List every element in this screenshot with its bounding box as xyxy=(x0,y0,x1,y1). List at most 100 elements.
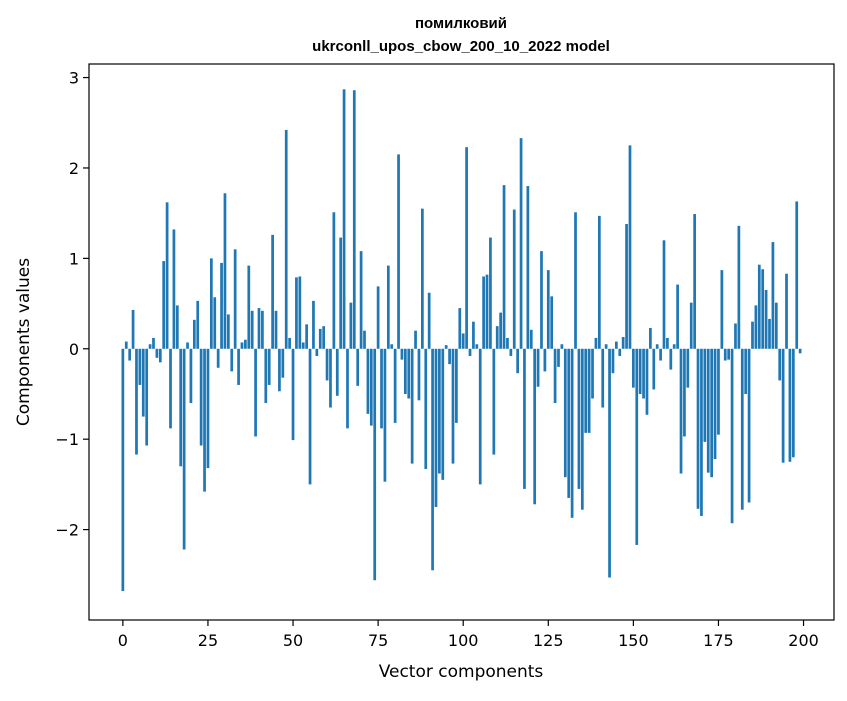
bar-component-130 xyxy=(563,348,567,478)
y-tick-label: 0 xyxy=(69,340,79,359)
bar-component-180 xyxy=(734,323,737,349)
bar-component-100 xyxy=(461,333,465,349)
bar-component-93 xyxy=(438,348,441,474)
bar-component-101 xyxy=(465,147,468,349)
bar-component-133 xyxy=(574,212,577,349)
bar-component-115 xyxy=(512,209,516,349)
bar-component-197 xyxy=(791,348,795,458)
bar-component-118 xyxy=(523,348,526,489)
bar-component-48 xyxy=(284,130,288,349)
x-tick-label: 25 xyxy=(198,631,218,650)
x-tick-label: 175 xyxy=(703,631,734,650)
bar-component-165 xyxy=(683,348,686,437)
bar-component-191 xyxy=(771,242,775,349)
bar-component-92 xyxy=(434,348,438,507)
bar-component-26 xyxy=(209,258,213,349)
bar-component-69 xyxy=(356,348,360,386)
x-axis-ticks: 0 25 50 75 100 125 150 175 200 xyxy=(118,620,819,650)
bar-component-182 xyxy=(740,348,744,510)
bar-component-0 xyxy=(121,348,125,592)
bar-component-57 xyxy=(315,348,319,357)
bar-component-188 xyxy=(761,269,765,349)
bar-component-90 xyxy=(427,292,431,349)
bar-component-129 xyxy=(560,344,564,349)
bar-component-195 xyxy=(785,273,788,349)
bar-component-79 xyxy=(390,344,394,349)
bar-component-58 xyxy=(318,328,322,349)
bar-component-61 xyxy=(329,348,332,408)
bar-component-198 xyxy=(795,201,799,349)
y-tick-label: 3 xyxy=(69,69,79,88)
bar-component-139 xyxy=(594,337,598,349)
bar-component-120 xyxy=(529,329,533,349)
bar-component-53 xyxy=(301,342,305,349)
bar-component-136 xyxy=(584,348,588,433)
bar-component-99 xyxy=(458,308,462,349)
bar-component-113 xyxy=(506,337,509,349)
bar-component-36 xyxy=(244,339,247,349)
bar-component-23 xyxy=(199,348,203,446)
bar-component-65 xyxy=(342,89,346,349)
bar-component-94 xyxy=(441,348,445,480)
bar-component-144 xyxy=(611,348,615,374)
bar-component-52 xyxy=(298,276,302,349)
bar-component-1 xyxy=(124,341,128,349)
bar-component-161 xyxy=(669,348,673,370)
bar-component-141 xyxy=(601,348,605,408)
bar-component-22 xyxy=(196,300,200,349)
x-tick-label: 125 xyxy=(533,631,564,650)
bar-component-173 xyxy=(710,348,714,478)
bar-component-35 xyxy=(240,342,244,349)
bar-component-13 xyxy=(165,202,169,349)
bar-component-63 xyxy=(335,348,339,396)
bar-component-112 xyxy=(502,185,506,349)
bar-component-38 xyxy=(250,310,254,349)
bar-component-32 xyxy=(230,348,234,372)
bar-component-154 xyxy=(645,348,649,415)
bar-component-74 xyxy=(373,348,377,581)
bar-component-78 xyxy=(386,265,390,349)
bar-component-186 xyxy=(754,305,758,349)
bar-component-85 xyxy=(410,348,414,464)
bar-component-91 xyxy=(431,348,434,571)
bar-component-28 xyxy=(216,348,220,368)
bar-component-121 xyxy=(533,348,537,505)
bar-component-4 xyxy=(135,348,138,455)
bar-component-170 xyxy=(700,348,703,517)
bar-component-43 xyxy=(267,348,271,385)
bar-component-153 xyxy=(642,348,645,399)
bar-component-187 xyxy=(757,264,761,349)
bar-component-143 xyxy=(608,348,611,578)
bar-component-55 xyxy=(308,348,312,485)
chart-title: помилковий xyxy=(415,15,507,32)
bar-component-56 xyxy=(312,300,315,349)
bar-component-50 xyxy=(291,348,295,441)
bar-component-114 xyxy=(509,348,513,357)
bar-component-88 xyxy=(421,208,424,349)
bar-component-192 xyxy=(774,302,778,349)
bar-component-189 xyxy=(764,290,768,349)
chart-subtitle: ukrconll_upos_cbow_200_10_2022 model xyxy=(312,38,610,55)
y-tick-label: −1 xyxy=(55,430,79,449)
bar-component-14 xyxy=(169,348,172,429)
bar-component-160 xyxy=(666,337,669,349)
plot-frame xyxy=(88,63,835,621)
bar-component-138 xyxy=(591,348,594,399)
bar-component-162 xyxy=(672,344,676,349)
bar-component-131 xyxy=(567,348,571,498)
bar-component-167 xyxy=(689,302,693,349)
bar-component-27 xyxy=(213,297,217,349)
bar-component-152 xyxy=(638,348,642,394)
x-tick-label: 0 xyxy=(118,631,128,650)
bar-component-16 xyxy=(175,305,179,349)
bar-component-98 xyxy=(455,348,458,423)
bar-component-175 xyxy=(717,348,720,435)
bar-component-135 xyxy=(580,348,584,510)
y-tick-label: 1 xyxy=(69,249,79,268)
bar-component-42 xyxy=(264,348,268,404)
bar-component-164 xyxy=(679,348,683,474)
bar-component-51 xyxy=(295,277,298,349)
bar-component-107 xyxy=(485,274,489,349)
bar-component-19 xyxy=(186,342,189,349)
bar-component-45 xyxy=(274,310,278,349)
